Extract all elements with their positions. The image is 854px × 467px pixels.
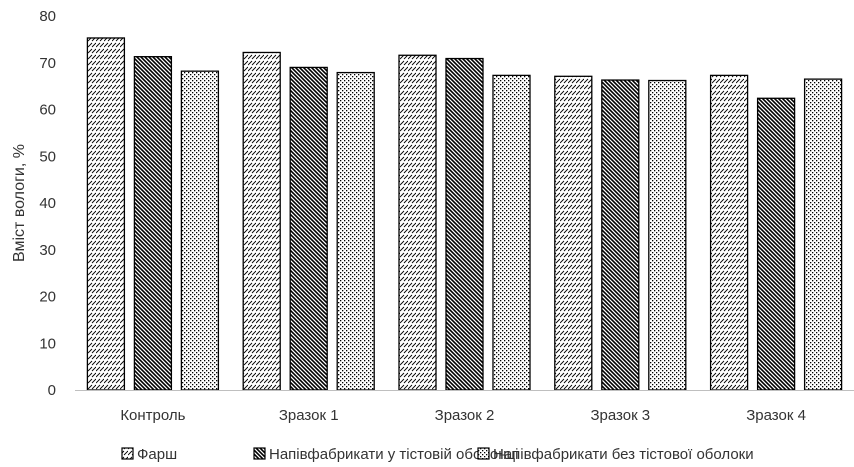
x-tick-label: Контроль — [120, 407, 185, 424]
y-axis-title: Вміст вологи, % — [11, 144, 28, 262]
bar-3-4 — [648, 79, 687, 391]
y-tick-label: 50 — [39, 148, 56, 165]
bar-1-3 — [398, 54, 437, 391]
bar-3-5 — [803, 78, 843, 391]
y-tick-label: 40 — [39, 195, 56, 212]
bar-2-3 — [445, 57, 484, 391]
bar-3-1 — [180, 70, 220, 391]
x-tick-label: Зразок 1 — [279, 407, 339, 424]
y-axis-title-group: Вміст вологи, % — [11, 144, 28, 262]
bars — [86, 37, 843, 391]
x-tick-label: Зразок 2 — [435, 407, 495, 424]
legend-label-3: Напівфабрикати без тістової оболоки — [493, 446, 754, 463]
bar-3-3 — [492, 74, 531, 391]
x-axis-tick-labels: Контроль Зразок 1 Зразок 2 Зразок 3 Зразок 4 — [120, 407, 806, 424]
y-tick-label: 30 — [39, 242, 56, 259]
legend-swatch-3 — [477, 447, 490, 460]
y-tick-label: 10 — [39, 335, 56, 352]
legend-label-1: Фарш — [137, 446, 177, 463]
bar-1-4 — [554, 75, 593, 391]
legend-swatch-1 — [121, 447, 134, 460]
x-tick-label: Зразок 3 — [590, 407, 650, 424]
bar-1-2 — [242, 51, 281, 391]
y-tick-label: 70 — [39, 55, 56, 72]
bar-1-1 — [86, 37, 126, 391]
bar-2-4 — [601, 79, 640, 391]
y-tick-label: 20 — [39, 289, 56, 306]
bar-1-5 — [709, 74, 749, 391]
x-tick-label: Зразок 4 — [746, 407, 806, 424]
y-tick-label: 60 — [39, 102, 56, 119]
bar-3-2 — [336, 71, 375, 391]
y-axis-ticks: 0 10 20 30 40 50 60 70 80 — [39, 8, 56, 399]
legend-label-2: Напівфабрикати у тістовій оболонці — [269, 446, 518, 463]
legend: Фарш Напівфабрикати у тістовій оболонціНа… — [121, 446, 754, 463]
bar-2-2 — [289, 66, 328, 391]
y-tick-label: 0 — [48, 382, 56, 399]
bar-2-1 — [133, 56, 173, 391]
bar-2-5 — [756, 97, 796, 391]
y-tick-label: 80 — [39, 8, 56, 25]
legend-swatch-2 — [253, 447, 266, 460]
